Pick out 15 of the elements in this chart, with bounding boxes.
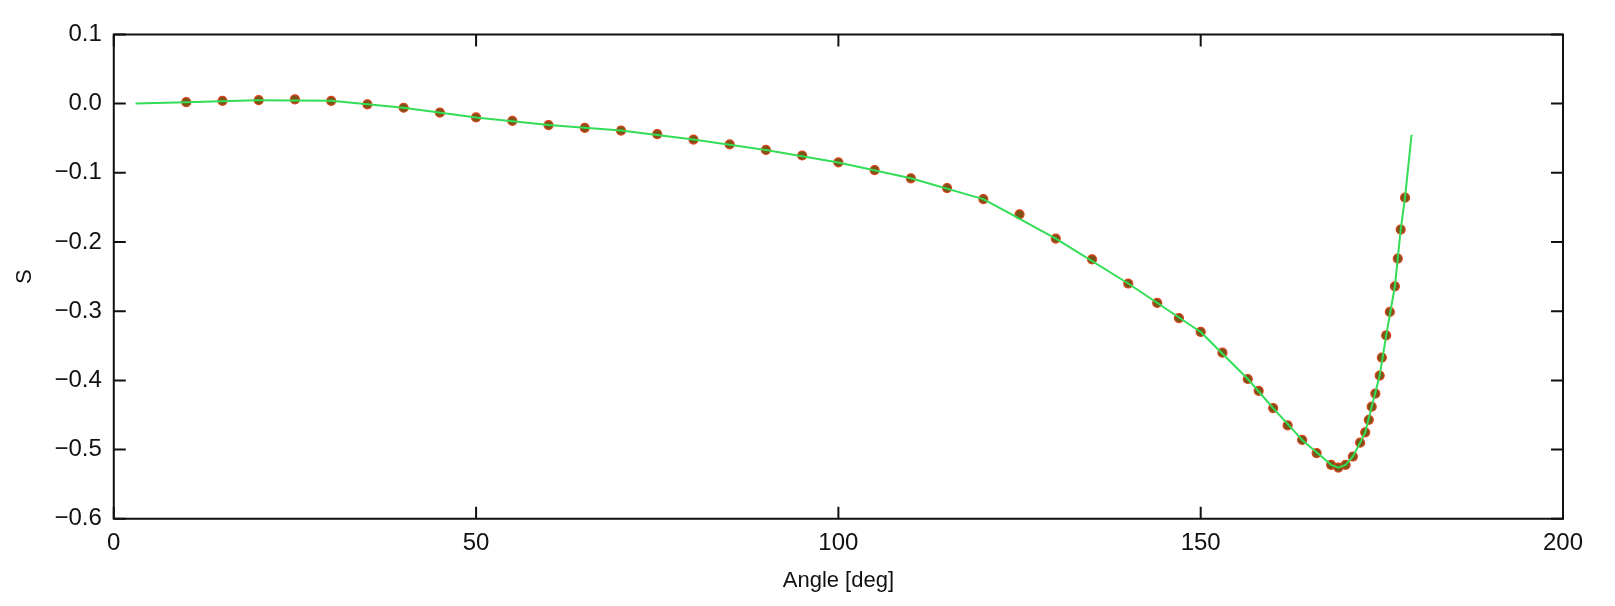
x-tick-label: 100 [818,527,859,555]
y-tick-label: −0.4 [54,365,102,393]
y-tick-label: −0.3 [54,295,102,323]
y-tick-label: 0.1 [68,19,102,47]
y-tick-label: −0.1 [54,157,102,185]
x-tick-label: 200 [1542,527,1584,555]
x-tick-label: 0 [107,527,121,555]
y-tick-label: −0.5 [54,434,102,462]
x-axis-title: Angle [deg] [782,566,895,592]
y-axis-title: S [11,269,37,284]
x-tick-label: 50 [462,527,490,555]
y-tick-label: −0.6 [54,503,102,531]
x-tick-label: 150 [1180,527,1221,555]
y-tick-label: 0.0 [68,88,102,116]
y-tick-label: −0.2 [54,226,102,254]
